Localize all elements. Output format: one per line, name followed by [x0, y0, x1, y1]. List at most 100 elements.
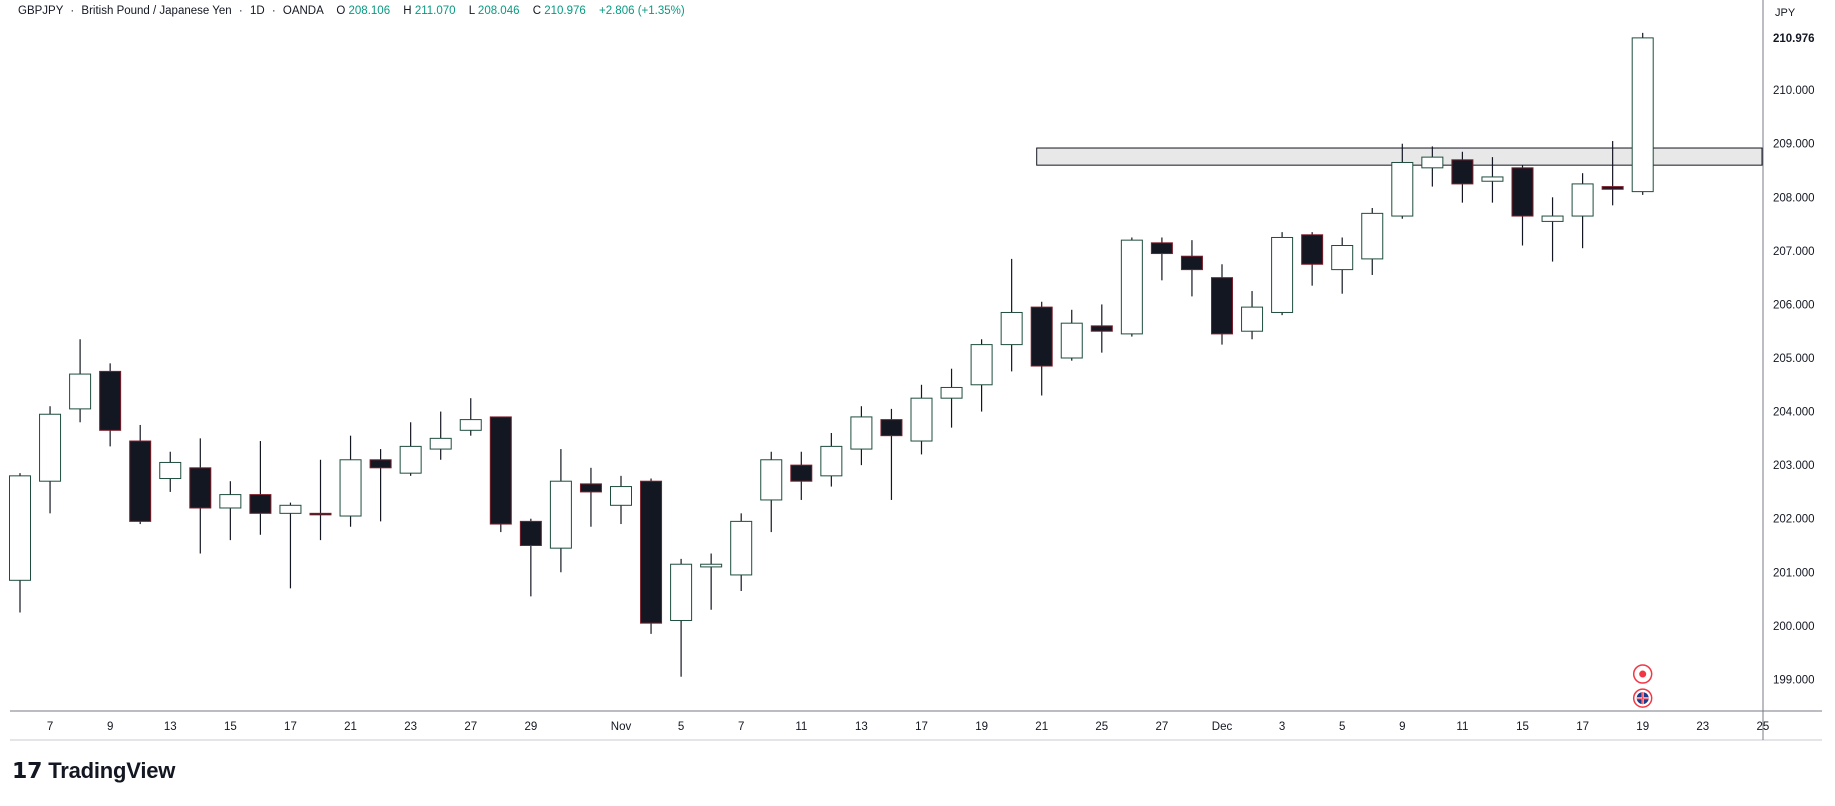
candle [39, 406, 62, 514]
candle [9, 473, 31, 613]
candle-body [249, 494, 272, 514]
interval-label: 1D [250, 5, 265, 17]
candle [159, 451, 182, 492]
candle-body [549, 480, 572, 549]
candle-body [9, 475, 31, 581]
candle-body [219, 494, 242, 509]
candle [640, 478, 663, 634]
candle [1180, 240, 1203, 297]
time-tick-label: 23 [1696, 721, 1709, 733]
time-tick-label: 5 [1339, 721, 1345, 733]
change-value: +2.806 (+1.35%) [599, 5, 685, 17]
candle-body [1571, 183, 1594, 217]
close-value: 210.976 [544, 5, 586, 17]
candle-body [1271, 236, 1294, 313]
legend-separator: · [70, 5, 74, 17]
price-tick-label: 208.000 [1773, 192, 1815, 204]
candle [459, 398, 482, 436]
time-tick-label: 3 [1279, 721, 1285, 733]
candle-body [1000, 311, 1023, 346]
time-tick-label: 11 [795, 721, 807, 733]
candle [1361, 208, 1384, 275]
candle-body [39, 413, 62, 482]
candle-body [1030, 306, 1053, 367]
time-tick-label: 17 [284, 721, 297, 733]
time-tick-label: 11 [1456, 721, 1468, 733]
price-tick-label: 201.000 [1773, 567, 1815, 579]
time-tick-label: 7 [738, 721, 744, 733]
candle [219, 481, 242, 541]
time-tick-label: 9 [107, 721, 113, 733]
candle [760, 451, 783, 533]
candle [1511, 165, 1534, 246]
candle-body [850, 416, 873, 450]
candle [1301, 232, 1324, 286]
tradingview-logo[interactable]: 𝟭𝟳 TradingView [12, 758, 175, 784]
price-tick-label: 209.000 [1773, 139, 1815, 151]
candle-body [1601, 186, 1624, 190]
candle [579, 467, 602, 527]
low-value: 208.046 [478, 5, 520, 17]
candle [1030, 301, 1053, 396]
candle [1090, 304, 1113, 353]
candle-body [1060, 322, 1083, 359]
candle [429, 411, 452, 460]
exchange-label: OANDA [283, 5, 324, 17]
candle-body [1541, 215, 1564, 222]
candle [129, 424, 152, 525]
price-tick-label: 205.000 [1773, 353, 1815, 365]
tradingview-logo-text: TradingView [48, 758, 176, 783]
time-tick-label: 25 [1757, 721, 1770, 733]
candle [189, 438, 212, 554]
price-tick-label: 200.000 [1773, 621, 1815, 633]
candle-body [279, 504, 302, 514]
time-tick-label: 21 [1035, 721, 1048, 733]
candle [880, 408, 903, 500]
candle-body [940, 386, 963, 399]
candle [1421, 146, 1444, 187]
time-tick-label: 13 [855, 721, 868, 733]
time-tick-label: 15 [1516, 721, 1529, 733]
candle [1060, 309, 1083, 361]
candle [1451, 151, 1474, 203]
candle-body [579, 483, 602, 493]
candle-body [910, 397, 933, 442]
candle-body [339, 459, 362, 517]
candle [610, 475, 632, 525]
candle-body [159, 461, 182, 480]
time-tick-label: 5 [678, 721, 684, 733]
header-legend: GBPJPY · British Pound / Japanese Yen · … [18, 5, 685, 17]
time-tick-label: 9 [1399, 721, 1405, 733]
candle-body [1391, 161, 1414, 217]
candle-body [189, 467, 212, 509]
time-tick-label: 19 [975, 721, 988, 733]
candle [339, 435, 362, 527]
candle-body [129, 440, 152, 522]
candle [790, 451, 813, 500]
candle-body [1361, 212, 1384, 260]
time-axis[interactable]: 7 9 13 15 17 21 23 27 29 Nov 5 7 11 13 17 19 21 25 27 Dec 3 5… [47, 721, 1769, 733]
candle [69, 339, 92, 423]
candle [1631, 32, 1654, 195]
candle-body [399, 445, 422, 474]
candle [700, 553, 723, 610]
candle [489, 416, 512, 533]
high-value: 211.070 [415, 5, 456, 17]
candle [1331, 237, 1354, 294]
currency-label: JPY [1775, 7, 1796, 19]
candle [670, 558, 693, 677]
time-tick-label: 29 [524, 721, 537, 733]
price-tick-label: 204.000 [1773, 407, 1815, 419]
price-axis[interactable]: 199.000 200.000 201.000 202.000 203.000 204.0… [1773, 85, 1815, 686]
candle-body [970, 344, 993, 386]
candle-body [459, 419, 482, 431]
candle [820, 432, 843, 487]
candle [850, 406, 873, 466]
symbol-ticker: GBPJPY [18, 5, 64, 17]
time-tick-label: Dec [1212, 721, 1233, 733]
candle-body [99, 370, 122, 431]
candle [369, 449, 392, 522]
markers-layer [1632, 664, 1653, 708]
